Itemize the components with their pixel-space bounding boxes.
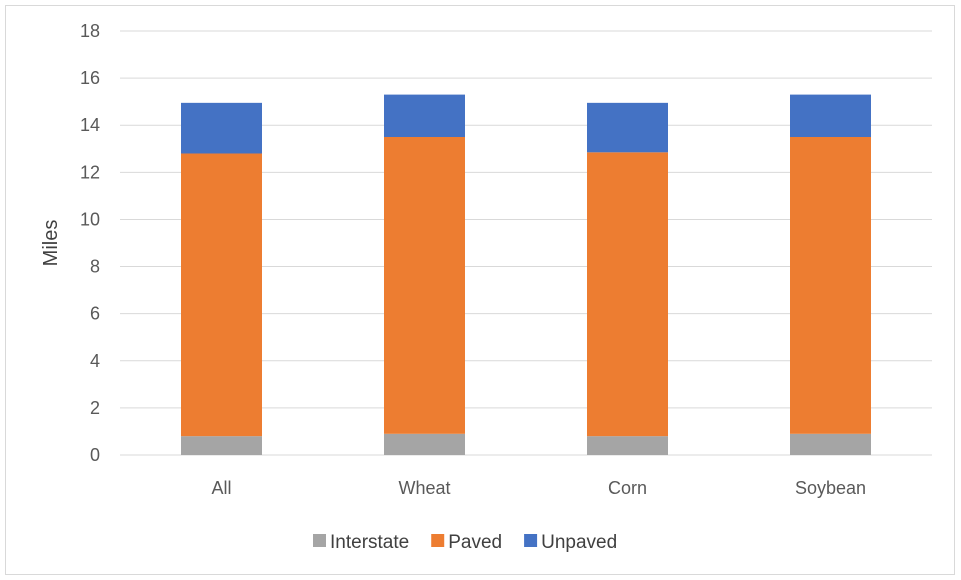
bar-interstate-corn xyxy=(587,436,668,455)
x-tick-label: All xyxy=(211,478,231,498)
bar-paved-soybean xyxy=(790,137,871,434)
legend-label-unpaved: Unpaved xyxy=(541,532,617,553)
legend: Interstate Paved Unpaved xyxy=(313,532,617,553)
legend-label-interstate: Interstate xyxy=(330,532,409,553)
bar-unpaved-soybean xyxy=(790,94,871,137)
y-tick-label: 0 xyxy=(90,445,100,465)
y-tick-label: 16 xyxy=(80,68,100,88)
bar-unpaved-all xyxy=(181,102,262,154)
bar-unpaved-wheat xyxy=(384,94,465,137)
legend-swatch-interstate xyxy=(313,534,326,547)
legend-swatch-paved xyxy=(431,534,445,547)
bar-paved-wheat xyxy=(384,137,465,434)
y-tick-label: 4 xyxy=(90,351,100,371)
x-tick-label: Corn xyxy=(608,478,647,498)
y-tick-label: 6 xyxy=(90,304,100,324)
bars xyxy=(181,94,871,455)
y-tick-label: 14 xyxy=(80,115,100,135)
bar-interstate-wheat xyxy=(384,433,465,455)
bar-unpaved-corn xyxy=(587,102,668,153)
axis-ticks: 0 2 4 6 8 10 12 14 16 18 All Wheat Corn Soybean xyxy=(80,21,866,498)
bar-interstate-soybean xyxy=(790,433,871,455)
y-axis-title: Miles xyxy=(40,220,62,267)
legend-label-paved: Paved xyxy=(448,532,502,553)
y-tick-label: 18 xyxy=(80,21,100,41)
bar-paved-all xyxy=(181,153,262,437)
y-tick-label: 10 xyxy=(80,209,100,229)
legend-swatch-unpaved xyxy=(524,534,538,547)
x-tick-label: Wheat xyxy=(398,478,450,498)
y-tick-label: 2 xyxy=(90,398,100,418)
x-tick-label: Soybean xyxy=(795,478,866,498)
y-tick-label: 8 xyxy=(90,257,100,277)
y-tick-label: 12 xyxy=(80,162,100,182)
bar-interstate-all xyxy=(181,436,262,455)
bar-paved-corn xyxy=(587,152,668,437)
